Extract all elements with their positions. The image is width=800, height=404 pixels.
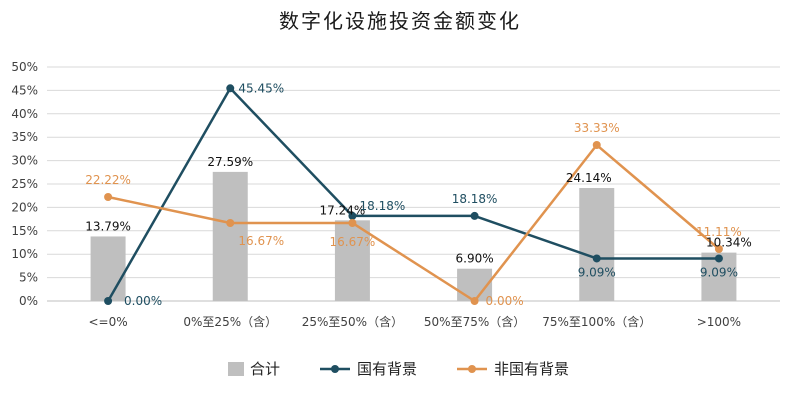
y-tick-label: 10% [11, 247, 38, 261]
chart-title: 数字化设施投资金额变化 [279, 9, 521, 33]
x-tick-label: 75%至100%（含） [542, 314, 651, 329]
x-tick-label: 50%至75%（含） [424, 314, 525, 329]
legend-swatch-bar [228, 362, 244, 376]
series-point-2 [104, 193, 113, 202]
nonstate-data-label: 16.67% [238, 234, 284, 248]
bar [334, 220, 370, 301]
state-data-label: 0.00% [124, 294, 162, 308]
bar-layer [90, 171, 737, 301]
series-point-1 [470, 211, 479, 220]
bar-data-label: 13.79% [85, 219, 131, 233]
bar [579, 188, 615, 301]
series-point-2 [592, 141, 601, 150]
x-tick-label: 25%至50%（含） [302, 314, 403, 329]
y-tick-label: 25% [11, 177, 38, 191]
x-tick-label: 0%至25%（含） [183, 314, 277, 329]
state-data-label: 18.18% [452, 192, 498, 206]
nonstate-data-label: 33.33% [574, 121, 620, 135]
bar-data-label: 24.14% [566, 171, 612, 185]
y-tick-label: 0% [19, 294, 38, 308]
bar-data-label: 6.90% [456, 252, 494, 266]
data-label-layer: 13.79% 27.59% 17.24% 6.90% 24.14% 10.34% 0.00%… [85, 81, 752, 308]
legend-label: 非国有背景 [494, 360, 569, 378]
y-tick-label: 50% [11, 60, 38, 74]
state-data-label: 45.45% [238, 81, 284, 95]
nonstate-data-label: 11.11% [696, 225, 742, 239]
y-tick-label: 15% [11, 224, 38, 238]
state-data-label: 9.09% [578, 265, 616, 279]
series-point-1 [226, 84, 235, 93]
x-tick-label: <=0% [89, 315, 128, 329]
series-point-2 [348, 218, 357, 227]
y-tick-label: 35% [11, 130, 38, 144]
legend-label: 国有背景 [357, 360, 417, 378]
bar-data-label: 17.24% [320, 203, 366, 217]
y-tick-label: 20% [11, 200, 38, 214]
y-tick-label: 5% [19, 271, 38, 285]
y-axis-ticks: 0% 5% 10% 15% 20% 25% 30% 35% 40% 45% 50% [11, 60, 38, 308]
legend-swatch-point [468, 365, 476, 373]
nonstate-data-label: 0.00% [486, 294, 524, 308]
series-point-2 [714, 245, 723, 254]
y-tick-label: 40% [11, 107, 38, 121]
grid-layer [47, 66, 780, 302]
nonstate-data-label: 16.67% [330, 235, 376, 249]
x-tick-label: >100% [697, 315, 741, 329]
series-point-1 [348, 211, 357, 220]
bar-data-label: 27.59% [207, 155, 253, 169]
line-layer [104, 84, 723, 305]
series-point-1 [714, 254, 723, 263]
bar [212, 171, 248, 301]
state-data-label: 9.09% [700, 265, 738, 279]
y-tick-label: 45% [11, 83, 38, 97]
state-data-label: 18.18% [360, 199, 406, 213]
series-point-2 [226, 218, 235, 227]
bar [90, 236, 126, 301]
x-axis-ticks: <=0% 0%至25%（含） 25%至50%（含） 50%至75%（含） 75%至100… [89, 314, 742, 329]
legend: 合计 国有背景 非国有背景 [228, 360, 569, 378]
series-point-1 [104, 297, 113, 305]
legend-swatch-point [331, 365, 339, 373]
series-line-2 [107, 143, 720, 303]
legend-label: 合计 [250, 360, 280, 378]
series-line-1 [106, 87, 719, 302]
bar-data-label: 10.34% [706, 236, 752, 250]
y-tick-label: 30% [11, 154, 38, 168]
series-point-2 [470, 297, 479, 305]
series-point-1 [592, 254, 601, 263]
nonstate-data-label: 22.22% [85, 173, 131, 187]
